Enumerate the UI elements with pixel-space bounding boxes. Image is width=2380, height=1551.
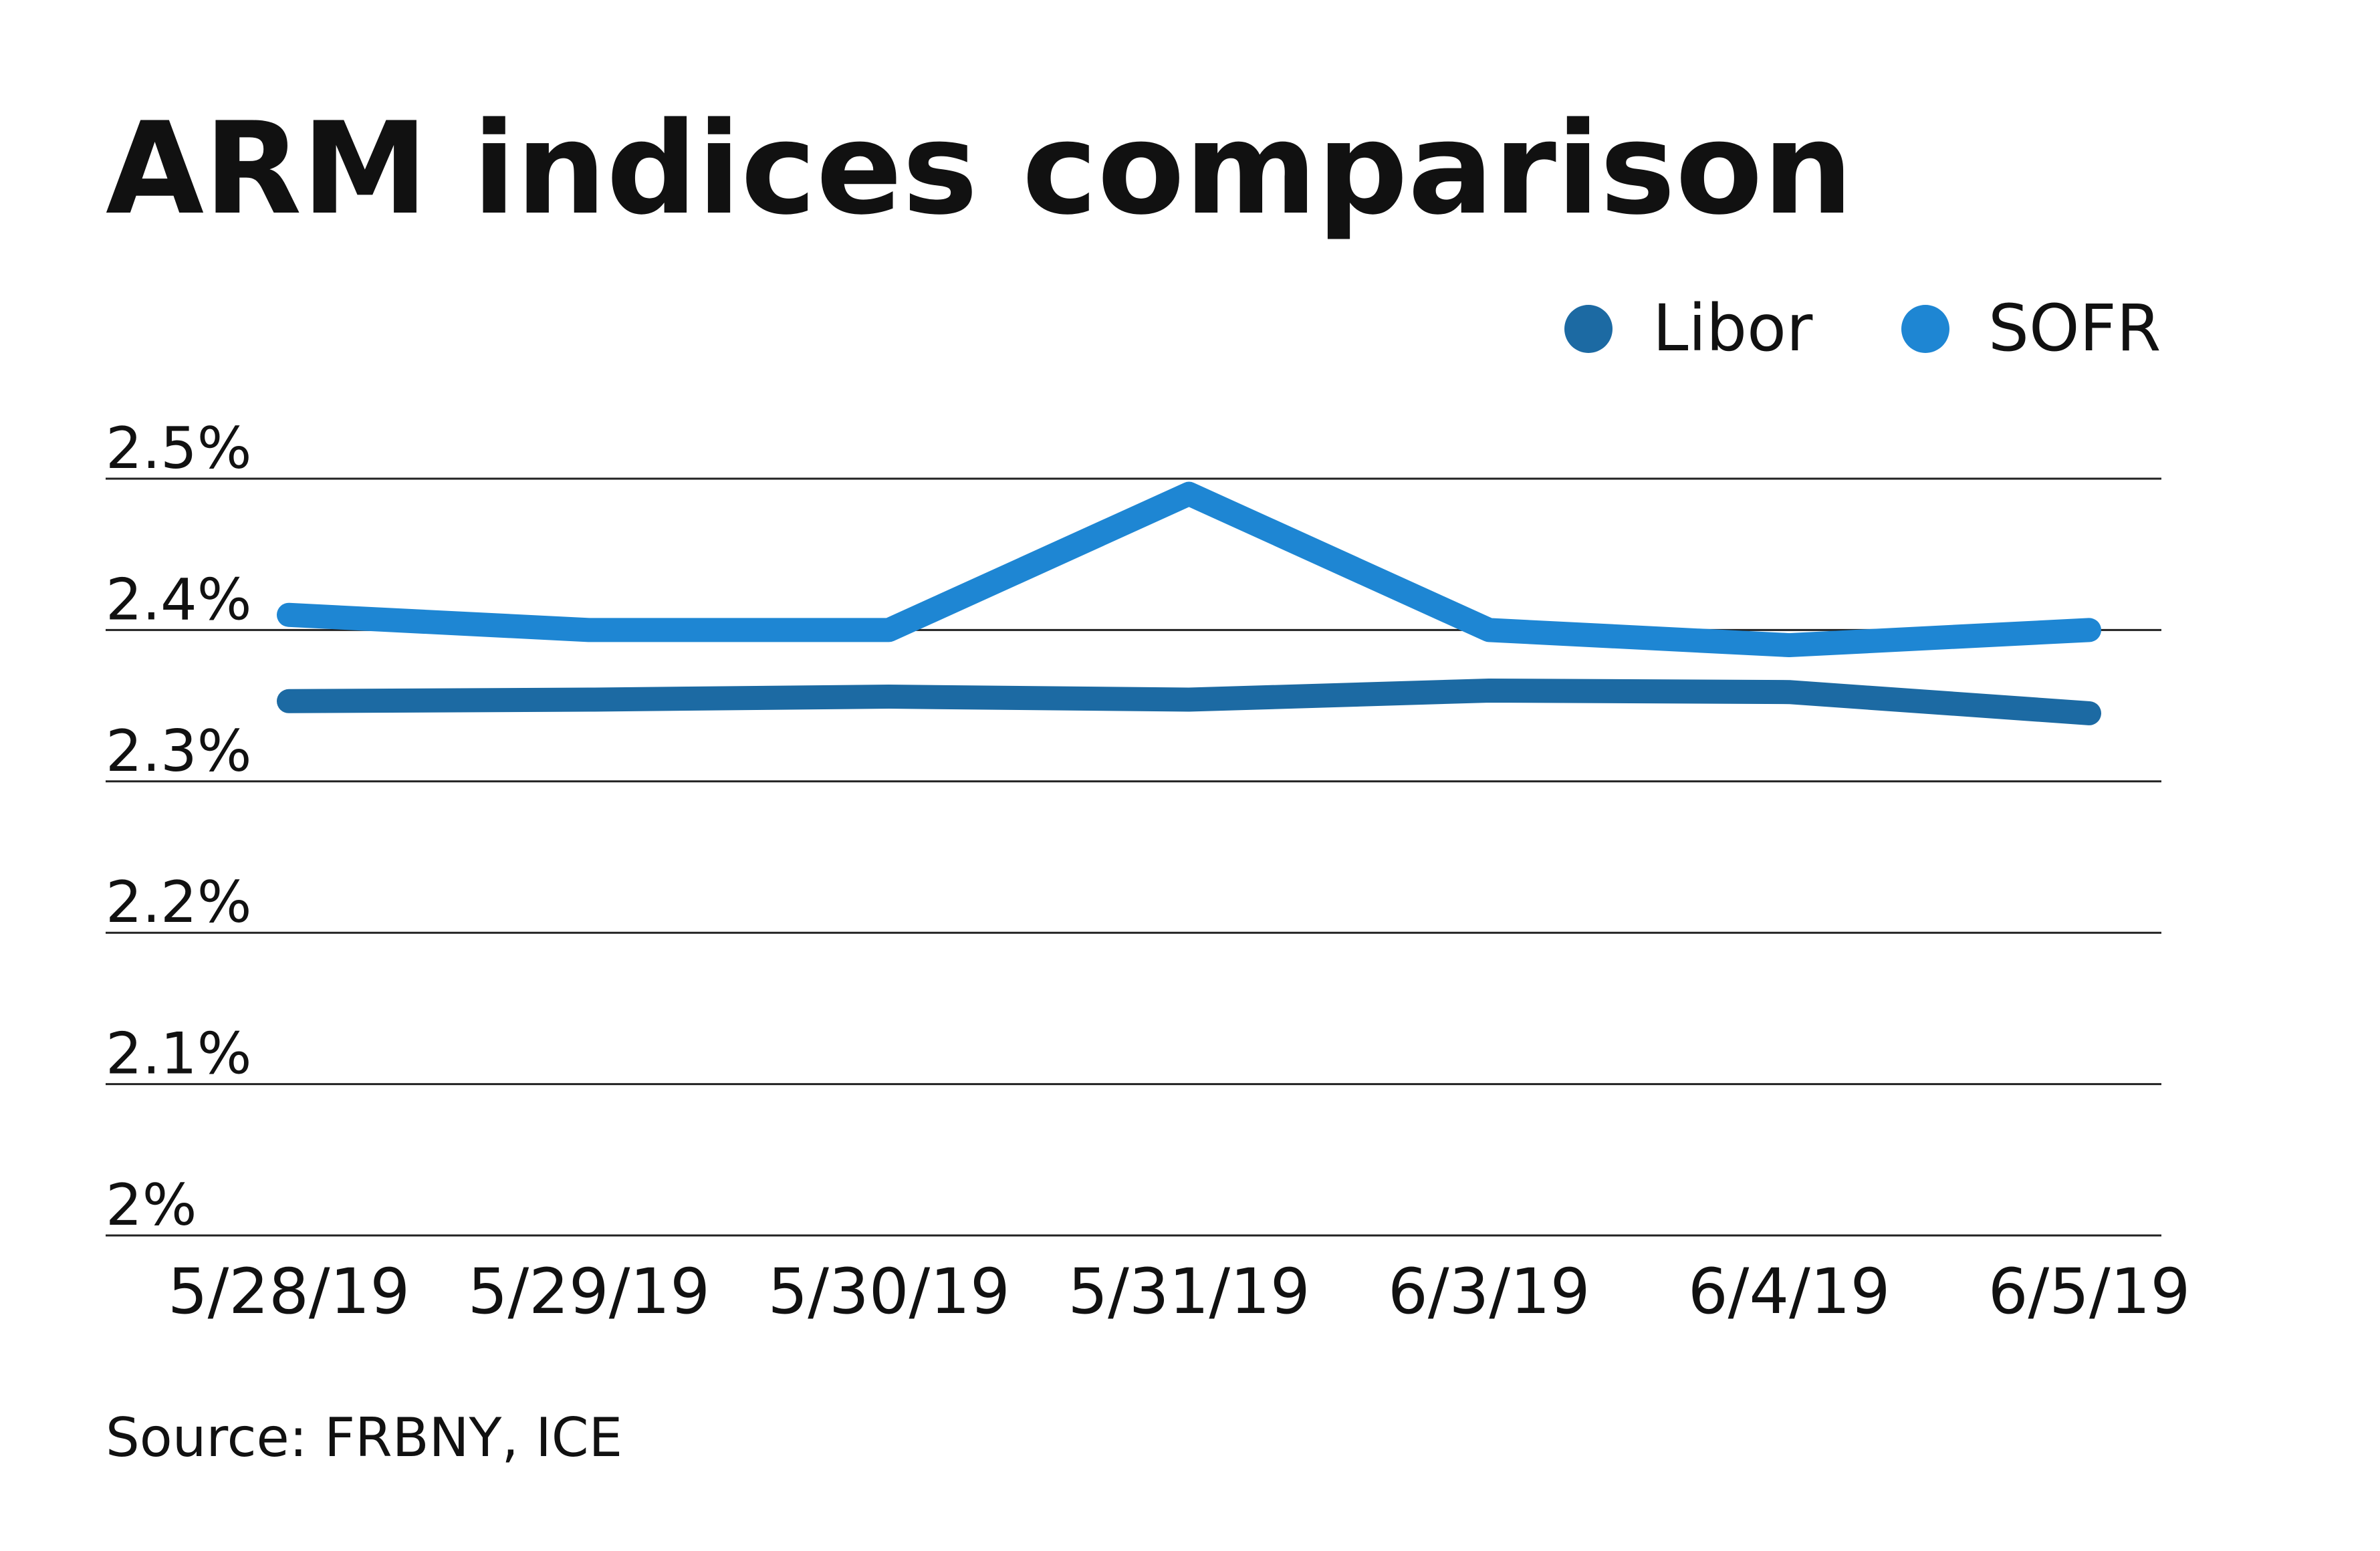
x-tick-label: 6/3/19 (1388, 1256, 1590, 1328)
x-tick-label: 6/4/19 (1688, 1256, 1891, 1328)
x-tick-label: 5/31/19 (1068, 1256, 1310, 1328)
chart-title: ARM indices comparison (106, 95, 1853, 243)
y-tick-label: 2.2% (106, 869, 252, 936)
y-tick-label: 2.4% (106, 566, 252, 633)
legend-marker-libor (1564, 305, 1613, 353)
series-line-sofr (277, 481, 2101, 658)
x-axis-ticks: 5/28/19 5/29/19 5/30/19 5/31/19 6/3/19 6/4/19… (168, 1256, 2190, 1328)
y-tick-label: 2.5% (106, 415, 252, 482)
x-tick-label: 5/30/19 (767, 1256, 1009, 1328)
legend-label-sofr: SOFR (1988, 291, 2161, 366)
series-line-libor (277, 678, 2101, 725)
series-lines (277, 481, 2101, 725)
source-note: Source: FRBNY, ICE (106, 1407, 622, 1469)
y-tick-label: 2.1% (106, 1021, 252, 1088)
legend-marker-sofr (1901, 305, 1949, 353)
legend: Libor SOFR (1564, 291, 2161, 366)
x-tick-label: 5/29/19 (468, 1256, 710, 1328)
x-tick-label: 6/5/19 (1988, 1256, 2191, 1328)
y-tick-label: 2% (106, 1172, 197, 1239)
y-tick-label: 2.3% (106, 718, 252, 785)
legend-label-libor: Libor (1653, 291, 1813, 366)
grid (106, 477, 2161, 1237)
x-tick-label: 5/28/19 (168, 1256, 410, 1328)
y-axis-ticks: 2% 2.1% 2.2% 2.3% 2.4% 2.5% (106, 415, 252, 1239)
